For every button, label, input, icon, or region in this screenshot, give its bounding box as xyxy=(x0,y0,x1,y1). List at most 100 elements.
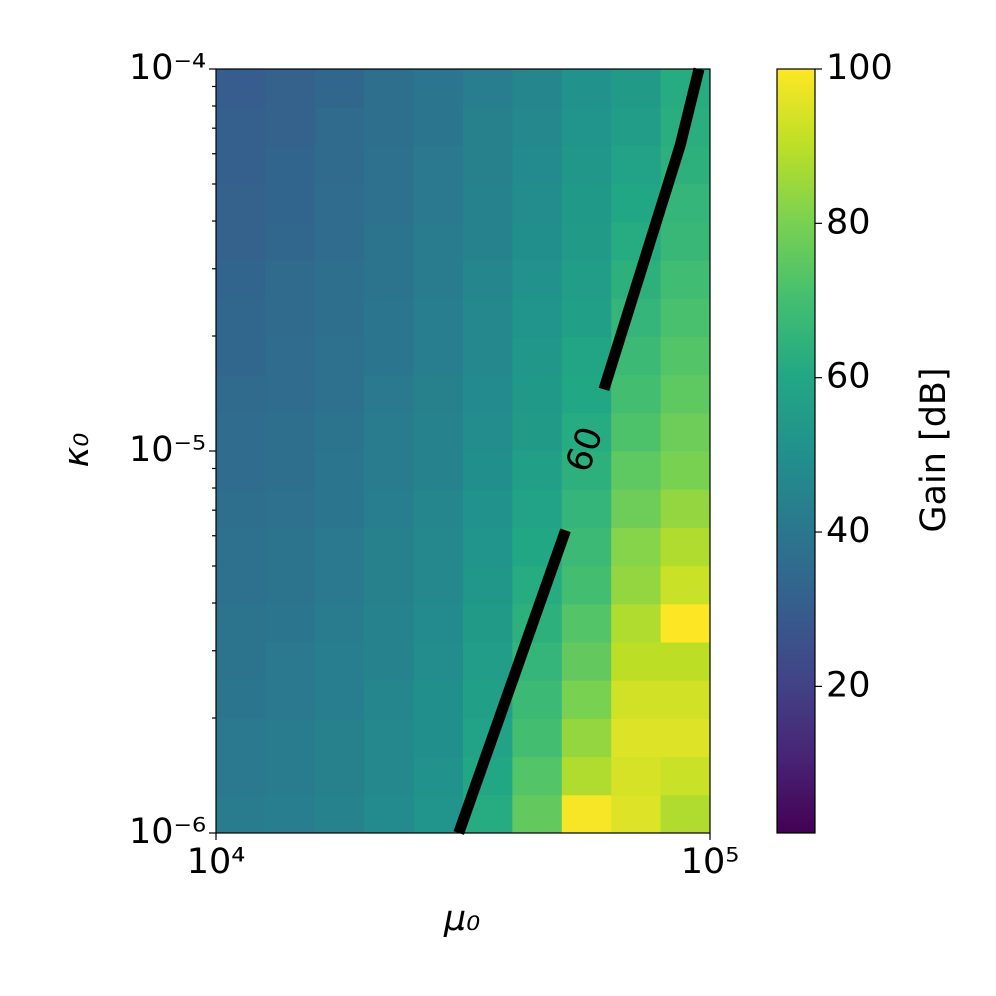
heatmap-cell xyxy=(314,145,365,185)
heatmap-cell xyxy=(561,718,612,758)
heatmap-cell xyxy=(561,145,612,185)
heatmap-cell xyxy=(413,336,464,376)
heatmap-cell xyxy=(660,641,711,681)
heatmap-cell xyxy=(216,756,266,796)
heatmap-cell xyxy=(364,412,415,452)
heatmap-cell xyxy=(364,718,415,758)
heatmap-cell xyxy=(364,794,415,834)
heatmap-cell xyxy=(216,259,266,299)
heatmap-cell xyxy=(216,641,266,681)
heatmap-cell xyxy=(463,336,513,376)
heatmap-cell xyxy=(364,145,415,185)
heatmap-cell xyxy=(660,298,711,337)
heatmap-cell xyxy=(216,145,266,185)
y-tick-label: 10⁻⁵ xyxy=(129,430,206,470)
heatmap-cell xyxy=(561,183,612,223)
heatmap-cell xyxy=(512,336,563,376)
heatmap-cell xyxy=(561,221,612,261)
heatmap-cell xyxy=(364,183,415,223)
heatmap-cell xyxy=(364,374,415,414)
heatmap-cell xyxy=(561,794,612,834)
heatmap-cell xyxy=(364,565,415,605)
heatmap-cell xyxy=(314,183,365,223)
heatmap-cell xyxy=(364,451,415,490)
heatmap-cell xyxy=(216,107,266,146)
heatmap-cell xyxy=(512,183,563,223)
heatmap-cell xyxy=(561,412,612,452)
heatmap-cell xyxy=(463,183,513,223)
heatmap-cell xyxy=(463,374,513,414)
heatmap-cell xyxy=(660,527,711,567)
heatmap-cell xyxy=(265,221,316,261)
heatmap-cell xyxy=(660,374,711,414)
heatmap-cell xyxy=(611,565,662,605)
heatmap-cell xyxy=(364,603,415,643)
heatmap-cell xyxy=(216,336,266,376)
heatmap-cell xyxy=(265,183,316,223)
heatmap-cell xyxy=(660,718,711,758)
y-axis-label: κ₀ xyxy=(57,433,97,468)
heatmap-cell xyxy=(611,641,662,681)
heatmap-cell xyxy=(314,221,365,261)
heatmap-cell xyxy=(265,756,316,796)
heatmap-cell xyxy=(660,412,711,452)
heatmap-cell xyxy=(216,69,266,108)
heatmap-cell xyxy=(216,680,266,719)
heatmap-cell xyxy=(413,718,464,758)
heatmap-cell xyxy=(512,298,563,337)
heatmap-cell xyxy=(463,145,513,185)
heatmap-cell xyxy=(512,412,563,452)
colorbar-tick-label: 20 xyxy=(826,665,871,705)
heatmap-cell xyxy=(314,489,365,528)
heatmap-cell xyxy=(660,259,711,299)
colorbar xyxy=(776,68,816,834)
heatmap-cell xyxy=(611,756,662,796)
heatmap-cell xyxy=(660,336,711,376)
heatmap-cell xyxy=(265,259,316,299)
heatmap-cell xyxy=(265,145,316,185)
heatmap-cell xyxy=(413,374,464,414)
heatmap-cell xyxy=(265,451,316,490)
heatmap-cell xyxy=(364,259,415,299)
contour-line xyxy=(598,67,705,391)
heatmap-cell xyxy=(265,412,316,452)
heatmap-cell xyxy=(463,565,513,605)
heatmap-cell xyxy=(216,374,266,414)
heatmap-cell xyxy=(413,565,464,605)
heatmap-cell xyxy=(512,69,563,108)
heatmap-cell xyxy=(561,336,612,376)
heatmap-cell xyxy=(561,489,612,528)
heatmap-cell xyxy=(512,259,563,299)
heatmap-cell xyxy=(314,756,365,796)
heatmap-cell xyxy=(265,374,316,414)
heatmap-cell xyxy=(314,794,365,834)
heatmap-cell xyxy=(364,298,415,337)
heatmap-cell xyxy=(561,680,612,719)
heatmap-cell xyxy=(413,259,464,299)
heatmap-cell xyxy=(611,603,662,643)
heatmap-cell xyxy=(512,451,563,490)
x-tick-label: 10⁵ xyxy=(681,842,740,882)
x-tick-label: 10⁴ xyxy=(187,842,246,882)
heatmap-cell xyxy=(611,527,662,567)
heatmap-cell xyxy=(364,641,415,681)
heatmap-cell xyxy=(463,107,513,146)
heatmap-cell xyxy=(216,183,266,223)
heatmap-cell xyxy=(660,794,711,834)
heatmap-cell xyxy=(265,489,316,528)
heatmap-cell xyxy=(265,69,316,108)
heatmap-cell xyxy=(611,69,662,108)
heatmap-cell xyxy=(413,527,464,567)
heatmap-cell xyxy=(314,565,365,605)
heatmap-cell xyxy=(512,489,563,528)
heatmap-cell xyxy=(216,489,266,528)
heatmap-cell xyxy=(512,756,563,796)
heatmap-cell xyxy=(512,145,563,185)
heatmap-cell xyxy=(413,756,464,796)
heatmap-cell xyxy=(314,718,365,758)
heatmap-cell xyxy=(660,221,711,261)
heatmap-cell xyxy=(660,756,711,796)
heatmap-cell xyxy=(265,641,316,681)
heatmap-cell xyxy=(216,603,266,643)
heatmap-cell xyxy=(660,603,711,643)
